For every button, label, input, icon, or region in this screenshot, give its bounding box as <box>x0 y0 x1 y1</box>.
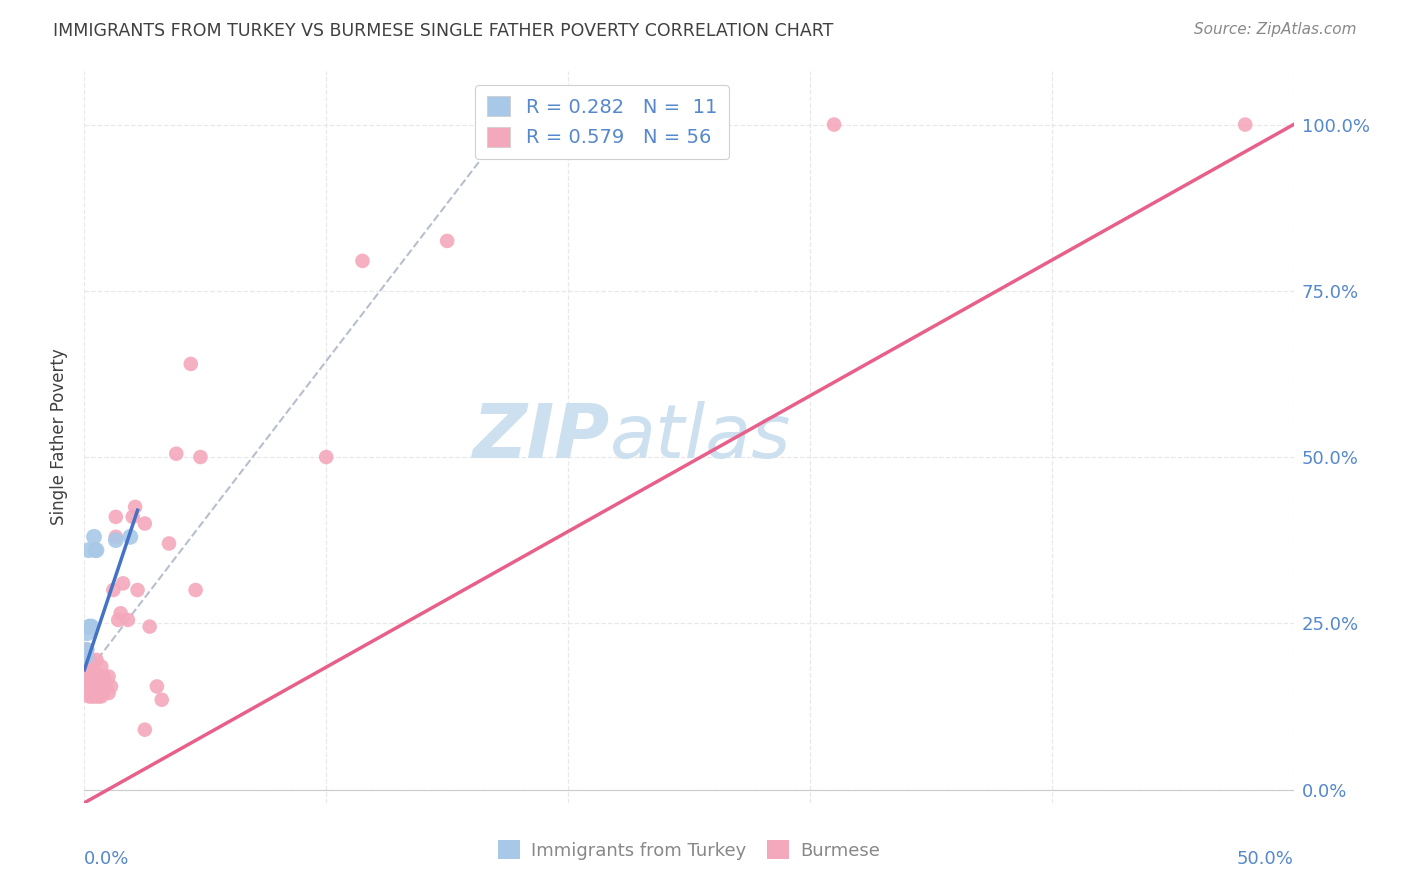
Point <box>94 676 117 690</box>
Point <box>80 680 103 694</box>
Point <box>86 690 108 704</box>
Point <box>76 666 98 681</box>
Text: atlas: atlas <box>610 401 792 473</box>
Point <box>127 582 149 597</box>
Point <box>84 543 107 558</box>
Text: 0.0%: 0.0% <box>84 850 129 868</box>
Y-axis label: Single Father Poverty: Single Father Poverty <box>51 349 69 525</box>
Point <box>93 686 115 700</box>
Point <box>77 690 100 704</box>
Point <box>110 607 132 621</box>
Point <box>80 619 103 633</box>
Point <box>97 686 120 700</box>
Point <box>77 680 100 694</box>
Text: 50.0%: 50.0% <box>1237 850 1294 868</box>
Point <box>86 666 108 681</box>
Point <box>80 673 103 687</box>
Point <box>315 450 337 464</box>
Point <box>823 118 845 132</box>
Point <box>104 533 127 548</box>
Point <box>76 643 98 657</box>
Point <box>77 663 100 677</box>
Point <box>1234 118 1257 132</box>
Point <box>76 643 98 657</box>
Point <box>75 656 97 670</box>
Point <box>104 530 127 544</box>
Point <box>77 543 100 558</box>
Text: Source: ZipAtlas.com: Source: ZipAtlas.com <box>1194 22 1357 37</box>
Point <box>107 613 129 627</box>
Point <box>77 619 100 633</box>
Point <box>138 619 160 633</box>
Point <box>83 680 105 694</box>
Point <box>75 649 97 664</box>
Point <box>87 673 110 687</box>
Point <box>117 613 139 627</box>
Point <box>184 582 207 597</box>
Point <box>352 253 374 268</box>
Point <box>76 653 98 667</box>
Point <box>103 582 125 597</box>
Point <box>79 669 101 683</box>
Point <box>120 530 142 544</box>
Point <box>104 509 127 524</box>
Point <box>83 666 105 681</box>
Point <box>93 669 115 683</box>
Point <box>75 649 97 664</box>
Legend: Immigrants from Turkey, Burmese: Immigrants from Turkey, Burmese <box>491 833 887 867</box>
Point <box>76 626 98 640</box>
Point <box>157 536 180 550</box>
Point <box>146 680 169 694</box>
Point <box>90 659 112 673</box>
Point <box>134 516 156 531</box>
Point <box>80 659 103 673</box>
Point <box>180 357 202 371</box>
Text: ZIP: ZIP <box>472 401 610 474</box>
Point <box>190 450 212 464</box>
Point <box>124 500 146 514</box>
Point <box>83 530 105 544</box>
Point <box>90 690 112 704</box>
Point <box>83 690 105 704</box>
Point <box>86 653 108 667</box>
Point <box>80 690 103 704</box>
Point <box>150 692 173 706</box>
Point <box>436 234 458 248</box>
Point <box>86 543 108 558</box>
Point <box>112 576 135 591</box>
Point <box>79 653 101 667</box>
Point <box>87 690 110 704</box>
Point <box>121 509 143 524</box>
Point <box>90 676 112 690</box>
Point <box>97 669 120 683</box>
Point <box>134 723 156 737</box>
Point <box>165 447 187 461</box>
Point <box>100 680 122 694</box>
Text: IMMIGRANTS FROM TURKEY VS BURMESE SINGLE FATHER POVERTY CORRELATION CHART: IMMIGRANTS FROM TURKEY VS BURMESE SINGLE… <box>53 22 834 40</box>
